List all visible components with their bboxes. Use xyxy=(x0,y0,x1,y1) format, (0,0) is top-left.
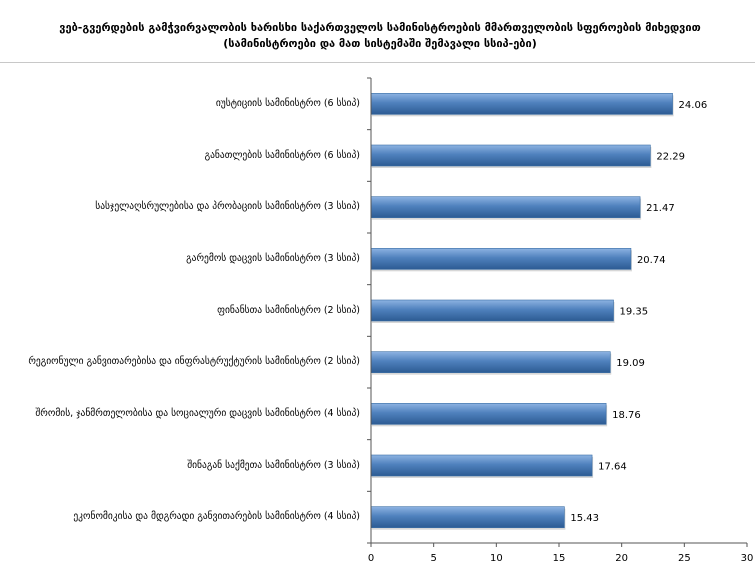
bar xyxy=(370,196,641,218)
bar xyxy=(370,248,632,270)
chart-frame: 24.06 22.29 21.47 20.74 19.35 19.09 18.76 17.64… xyxy=(0,62,755,572)
chart-title: ვებ-გვერდების გამჭვირვალობის ხარისხი საქ… xyxy=(59,21,701,50)
bar-value-label: 24.06 xyxy=(679,100,708,111)
bar xyxy=(370,93,673,115)
bar-value-label: 20.74 xyxy=(637,255,666,266)
x-tick-label: 10 xyxy=(490,553,503,564)
bar-value-label: 19.09 xyxy=(616,358,645,369)
bar-value-label: 22.29 xyxy=(656,152,685,163)
category-label: იუსტიციის სამინისტრო (6 სსიპ) xyxy=(215,97,360,109)
x-tick-label: 25 xyxy=(678,553,691,564)
category-label: შრომის, ჯანმრთელობისა და სოციალური დაცვი… xyxy=(35,407,360,419)
x-tick-label: 5 xyxy=(430,553,436,564)
category-label: ფინანსთა სამინისტრო (2 სსიპ) xyxy=(217,304,360,316)
bar-value-label: 17.64 xyxy=(598,462,627,473)
bar xyxy=(370,299,614,322)
bar-chart: 24.06 22.29 21.47 20.74 19.35 19.09 18.76 17.64… xyxy=(0,62,755,564)
category-label: ეკონომიკისა და მდგრადი განვითარების სამი… xyxy=(73,511,360,523)
bar-value-label: 21.47 xyxy=(646,203,675,214)
category-label: რეგიონული განვითარებისა და ინფრასტრუქტურ… xyxy=(28,356,360,368)
bar xyxy=(370,454,593,477)
bar xyxy=(370,351,611,373)
bar xyxy=(370,403,607,425)
bar-value-label: 15.43 xyxy=(570,513,599,524)
category-label: შინაგან საქმეთა სამინისტრო (3 სსიპ) xyxy=(187,459,360,471)
category-label: გარემოს დაცვის სამინისტრო (3 სსიპ) xyxy=(186,252,360,264)
category-label: განათლების სამინისტრო (6 სსიპ) xyxy=(204,149,360,161)
bar-value-label: 18.76 xyxy=(612,410,641,421)
bar xyxy=(370,144,651,167)
category-label: სასჯელაღსრულებისა და პრობაციის სამინისტრ… xyxy=(95,201,360,213)
x-tick-label: 20 xyxy=(615,553,628,564)
x-tick-label: 15 xyxy=(553,553,566,564)
bar-value-label: 19.35 xyxy=(620,307,649,318)
x-tick-label: 30 xyxy=(741,553,754,564)
bar xyxy=(370,506,565,528)
x-tick-label: 0 xyxy=(368,553,374,564)
